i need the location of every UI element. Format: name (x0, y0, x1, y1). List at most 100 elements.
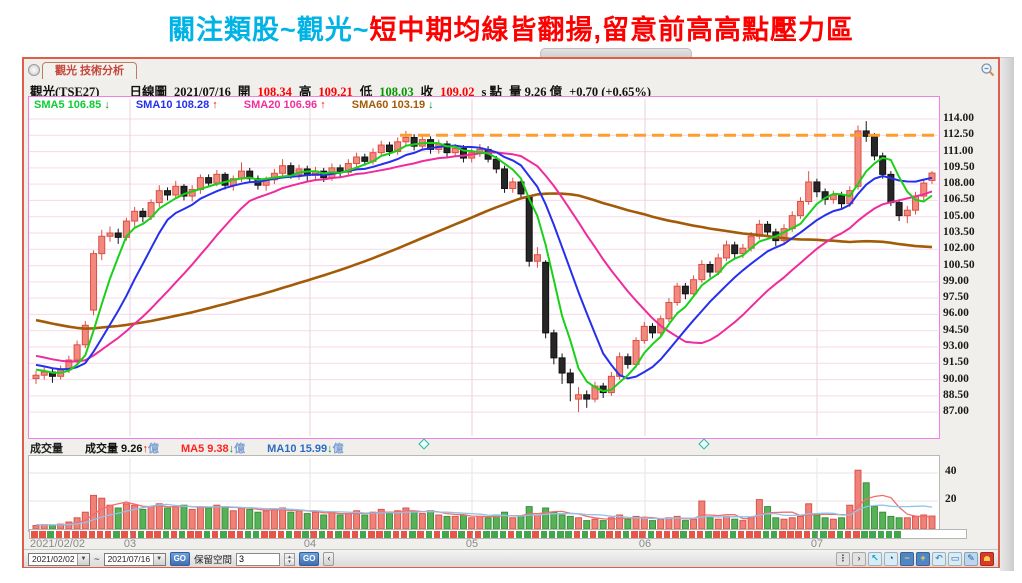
slider-day-mark (499, 531, 507, 538)
draw-tool-icon[interactable]: ✎ (964, 552, 978, 566)
price-tick-label: 109.50 (943, 160, 975, 173)
slider-day-mark (869, 531, 876, 538)
volume-bar (657, 518, 665, 530)
slider-day-mark (515, 531, 523, 538)
go-button[interactable]: GO (169, 552, 191, 566)
candlestick-chart[interactable] (29, 97, 939, 438)
volume-tick-label: 20 (945, 493, 957, 505)
zoom-in-tool-icon[interactable]: + (916, 552, 930, 566)
volume-bar (385, 513, 393, 530)
slider-day-mark (72, 531, 79, 538)
time-tick-mark (645, 533, 646, 539)
candle (229, 175, 237, 191)
volume-bar (731, 518, 739, 530)
slider-day-mark (713, 531, 720, 538)
slider-day-mark (565, 531, 572, 538)
expand-right-icon[interactable]: › (852, 552, 866, 566)
volume-bar (681, 520, 689, 530)
window-right-gutter (1000, 57, 1014, 571)
slider-day-mark (236, 531, 243, 538)
stepper-up-icon[interactable]: ▲ (285, 553, 295, 559)
stepper-down-icon[interactable]: ▼ (285, 559, 295, 565)
alert-bell-icon[interactable] (980, 552, 994, 566)
volume-legend: 成交量 成交量 9.26↑億 MA5 9.38↓億 MA10 15.99↓億 (30, 440, 344, 455)
slider-day-mark (885, 531, 893, 538)
reserve-space-input[interactable] (236, 552, 281, 566)
volume-bar (533, 514, 541, 530)
candle (813, 178, 821, 198)
slider-day-mark (779, 531, 786, 538)
price-tick-label: 99.00 (943, 274, 969, 287)
chevron-down-icon[interactable]: ▼ (77, 553, 89, 565)
time-tick-label: 06 (638, 538, 652, 550)
volume-bar (188, 508, 196, 530)
slider-day-mark (55, 531, 63, 538)
candle (246, 167, 254, 184)
selection-box-icon[interactable]: ▭ (948, 552, 962, 566)
undo-icon[interactable]: ↶ (932, 552, 946, 566)
sma5-line (35, 141, 933, 393)
date-range-slider[interactable] (29, 529, 967, 539)
volume-pane-title: 成交量 (30, 443, 63, 455)
volume-chart[interactable] (29, 456, 939, 531)
slider-day-mark (762, 531, 770, 538)
zoom-out-tool-icon[interactable]: − (900, 552, 914, 566)
zoom-out-icon[interactable] (980, 62, 996, 78)
price-tick-label: 105.00 (943, 209, 975, 222)
slider-day-mark (343, 531, 350, 538)
volume-bar (295, 510, 303, 530)
volume-bar (427, 510, 435, 530)
start-date-value: 2021/02/02 (32, 553, 75, 564)
volume-bar (928, 515, 936, 530)
candle (81, 320, 89, 349)
candle (353, 152, 361, 168)
volume-bar (509, 517, 517, 530)
cursor-icon[interactable]: ↖ (868, 552, 882, 566)
end-date-select[interactable]: 2021/07/16 ▼ (103, 552, 166, 566)
grip-dots-icon[interactable]: ⋮ (836, 552, 850, 566)
tab-stock-analysis[interactable]: 觀光 技術分析 (42, 62, 138, 79)
slider-day-mark (113, 531, 120, 538)
slider-day-mark (844, 531, 852, 538)
slider-day-mark (466, 531, 474, 538)
volume-bar (665, 517, 673, 530)
collapse-toolbar-button[interactable]: ‹ (323, 552, 335, 566)
candle (377, 140, 385, 157)
chevron-down-icon[interactable]: ▼ (152, 553, 165, 565)
slider-day-mark (540, 531, 548, 538)
volume-bar (640, 517, 648, 530)
volume-bar (484, 517, 492, 530)
price-tick-label: 90.00 (943, 372, 969, 385)
candle (607, 371, 615, 396)
page-title-warning: 短中期均線皆翻揚,留意前高高點壓力區 (369, 15, 855, 45)
volume-bar (410, 511, 418, 530)
volume-bar (796, 515, 804, 530)
volume-bar (870, 506, 878, 530)
volume-bar (459, 514, 467, 530)
window-menu-icon[interactable] (28, 64, 40, 76)
volume-bar (772, 517, 780, 530)
volume-bar (213, 504, 221, 530)
slider-day-mark (491, 531, 498, 538)
candle (895, 199, 903, 222)
start-date-select[interactable]: 2021/02/02 ▼ (28, 552, 90, 566)
slider-day-mark (548, 531, 556, 538)
go-button-2[interactable]: GO (299, 552, 320, 566)
time-tick-label: 07 (810, 538, 824, 550)
candle (476, 143, 484, 157)
clock-icon[interactable]: ◔ (884, 552, 898, 566)
volume-bar (122, 503, 130, 530)
reserve-space-stepper[interactable]: ▲ ▼ (284, 552, 296, 566)
candle (928, 171, 936, 184)
candle (48, 368, 56, 383)
price-tick-label: 100.50 (943, 258, 975, 271)
candle (509, 177, 517, 193)
toolbar-left-controls: 2021/02/02 ▼ ~ 2021/07/16 ▼ GO 保留空間 ▲ ▼ … (28, 552, 335, 566)
volume-bar (172, 506, 180, 530)
volume-pane (28, 455, 940, 532)
candle (98, 229, 106, 261)
volume-bar (788, 517, 796, 530)
slider-day-mark (310, 531, 317, 538)
slider-day-mark (655, 531, 663, 538)
trend-arrow-icon: ↓ (425, 99, 434, 111)
